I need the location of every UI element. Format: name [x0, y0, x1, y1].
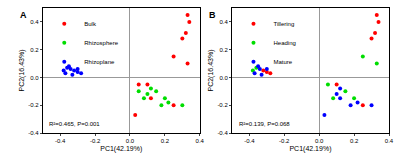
- svg-text:0.2: 0.2: [161, 138, 170, 144]
- svg-text:R²=0.465, P=0.001: R²=0.465, P=0.001: [49, 121, 100, 127]
- svg-text:0.4: 0.4: [30, 19, 39, 25]
- svg-text:Heading: Heading: [273, 40, 295, 46]
- svg-text:Mature: Mature: [273, 59, 292, 65]
- svg-text:Rhizoplane: Rhizoplane: [84, 59, 115, 65]
- svg-text:-0.4: -0.4: [55, 138, 66, 144]
- svg-text:PC1(42.19%): PC1(42.19%): [100, 145, 142, 153]
- svg-text:0.0: 0.0: [30, 75, 39, 81]
- svg-text:PC2(16.43%): PC2(16.43%): [207, 49, 215, 91]
- svg-text:0.4: 0.4: [196, 138, 205, 144]
- svg-text:0.4: 0.4: [385, 138, 394, 144]
- svg-text:Tillering: Tillering: [273, 21, 294, 27]
- svg-text:0.0: 0.0: [126, 138, 135, 144]
- svg-text:R²=0.139, P=0.068: R²=0.139, P=0.068: [239, 121, 290, 127]
- svg-text:A: A: [20, 10, 27, 20]
- svg-text:-0.2: -0.2: [90, 138, 101, 144]
- svg-text:Bulk: Bulk: [84, 21, 97, 27]
- svg-text:0.0: 0.0: [315, 138, 324, 144]
- svg-text:-0.2: -0.2: [217, 102, 228, 108]
- svg-text:0.2: 0.2: [350, 138, 359, 144]
- svg-text:-0.4: -0.4: [217, 130, 228, 136]
- svg-text:PC1(42.19%): PC1(42.19%): [289, 145, 331, 153]
- svg-text:0.4: 0.4: [219, 19, 228, 25]
- svg-text:B: B: [209, 10, 216, 20]
- svg-text:0.0: 0.0: [219, 75, 228, 81]
- svg-text:PC2(16.43%): PC2(16.43%): [18, 49, 26, 91]
- svg-text:-0.2: -0.2: [279, 138, 290, 144]
- svg-text:-0.4: -0.4: [244, 138, 255, 144]
- svg-text:-0.4: -0.4: [28, 130, 39, 136]
- svg-text:0.2: 0.2: [219, 47, 228, 53]
- svg-text:0.2: 0.2: [30, 47, 39, 53]
- svg-text:-0.2: -0.2: [28, 102, 39, 108]
- svg-text:Rhizosphere: Rhizosphere: [84, 40, 118, 46]
